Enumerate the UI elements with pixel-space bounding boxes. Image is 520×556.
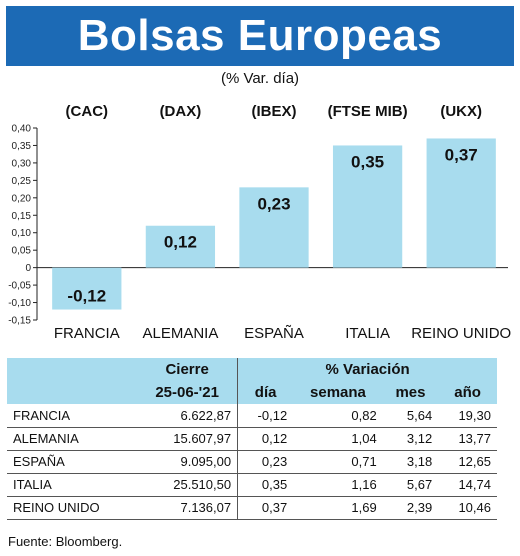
- value-label: -0,12: [67, 287, 106, 306]
- row-ano: 13,77: [438, 427, 497, 451]
- chart-title: Bolsas Europeas: [77, 11, 443, 60]
- table-row: ESPAÑA 9.095,00 0,23 0,71 3,18 12,65: [7, 450, 497, 474]
- data-table: Cierre % Variación 25-06-'21 día semana …: [7, 358, 497, 520]
- row-cierre: 9.095,00: [137, 450, 238, 474]
- y-tick-label: 0,15: [12, 211, 32, 222]
- y-tick-label: 0,05: [12, 246, 32, 257]
- row-dia: 0,37: [237, 496, 294, 520]
- row-dia: 0,35: [237, 473, 294, 497]
- category-label: ALEMANIA: [142, 325, 218, 342]
- index-code-label: (DAX): [160, 103, 202, 120]
- row-mes: 3,18: [382, 450, 439, 474]
- y-tick-label: 0: [25, 263, 31, 274]
- y-tick-label: 0,10: [12, 228, 32, 239]
- y-tick-label: -0,15: [8, 316, 31, 327]
- header-blank: [7, 358, 138, 381]
- header-cierre: Cierre: [137, 358, 238, 381]
- bar-1: [52, 267, 122, 310]
- row-dia: 0,23: [237, 450, 294, 474]
- header-blank-2: [7, 381, 138, 404]
- value-label: 0,23: [257, 194, 290, 213]
- row-country: FRANCIA: [7, 404, 138, 428]
- row-ano: 14,74: [438, 473, 497, 497]
- table-header-row-2: 25-06-'21 día semana mes año: [7, 381, 497, 404]
- row-semana: 0,71: [293, 450, 383, 474]
- table-header-row-1: Cierre % Variación: [7, 358, 497, 381]
- header-mes: mes: [382, 381, 439, 404]
- index-code-labels: (CAC) (DAX) (IBEX) (FTSE MIB) (UKX): [66, 103, 482, 120]
- row-country: REINO UNIDO: [7, 496, 138, 520]
- table-row: ALEMANIA 15.607,97 0,12 1,04 3,12 13,77: [7, 427, 497, 451]
- row-semana: 1,04: [293, 427, 383, 451]
- row-cierre: 15.607,97: [137, 427, 238, 451]
- y-tick-label: 0,25: [12, 176, 32, 187]
- header-variacion: % Variación: [237, 358, 497, 381]
- row-mes: 5,64: [382, 404, 439, 428]
- category-label: FRANCIA: [54, 325, 120, 342]
- value-label: 0,12: [164, 233, 197, 252]
- bars: [52, 138, 496, 310]
- table-row: ITALIA 25.510,50 0,35 1,16 5,67 14,74: [7, 473, 497, 497]
- row-mes: 2,39: [382, 496, 439, 520]
- table-row: REINO UNIDO 7.136,07 0,37 1,69 2,39 10,46: [7, 496, 497, 520]
- index-code-label: (IBEX): [252, 103, 297, 120]
- header-dia: día: [237, 381, 294, 404]
- row-country: ALEMANIA: [7, 427, 138, 451]
- index-code-label: (FTSE MIB): [328, 103, 408, 120]
- y-axis: -0,15 -0,10 -0,05 0 0,05 0,10 0,15 0,20 0,25 0,30…: [8, 124, 508, 327]
- category-label: REINO UNIDO: [411, 325, 511, 342]
- row-ano: 19,30: [438, 404, 497, 428]
- chart-subtitle: (% Var. día): [220, 70, 300, 87]
- y-tick-label: -0,05: [8, 281, 31, 292]
- row-dia: -0,12: [237, 404, 294, 428]
- row-semana: 1,69: [293, 496, 383, 520]
- category-labels: FRANCIA ALEMANIA ESPAÑA ITALIA REINO UNIDO: [54, 325, 511, 342]
- title-bar: Bolsas Europeas: [6, 6, 514, 66]
- row-dia: 0,12: [237, 427, 294, 451]
- row-cierre: 7.136,07: [137, 496, 238, 520]
- y-tick-label: 0,30: [12, 158, 32, 169]
- table-row: FRANCIA 6.622,87 -0,12 0,82 5,64 19,30: [7, 404, 497, 428]
- category-label: ESPAÑA: [244, 325, 304, 342]
- row-mes: 5,67: [382, 473, 439, 497]
- row-ano: 10,46: [438, 496, 497, 520]
- row-country: ESPAÑA: [7, 450, 138, 474]
- category-label: ITALIA: [345, 325, 390, 342]
- row-country: ITALIA: [7, 473, 138, 497]
- header-ano: año: [438, 381, 497, 404]
- row-semana: 0,82: [293, 404, 383, 428]
- y-tick-label: 0,35: [12, 141, 32, 152]
- value-label: 0,35: [351, 152, 384, 171]
- bar-4: [332, 145, 403, 268]
- row-cierre: 25.510,50: [137, 473, 238, 497]
- value-label: 0,37: [445, 145, 478, 164]
- bar-2: [145, 225, 216, 268]
- row-semana: 1,16: [293, 473, 383, 497]
- bar-3: [239, 187, 309, 268]
- row-ano: 12,65: [438, 450, 497, 474]
- bar-5: [426, 138, 496, 268]
- y-tick-label: 0,20: [12, 193, 32, 204]
- value-labels: -0,12 0,12 0,23 0,35 0,37: [67, 145, 477, 305]
- bar-chart: -0,15 -0,10 -0,05 0 0,05 0,10 0,15 0,20 0,25 0,30…: [8, 103, 511, 342]
- index-code-label: (UKX): [440, 103, 482, 120]
- y-tick-label: -0,10: [8, 298, 31, 309]
- row-cierre: 6.622,87: [137, 404, 238, 428]
- header-date: 25-06-'21: [137, 381, 238, 404]
- row-mes: 3,12: [382, 427, 439, 451]
- source-note: Fuente: Bloomberg.: [8, 534, 123, 549]
- y-tick-label: 0,40: [12, 124, 32, 135]
- index-code-label: (CAC): [66, 103, 109, 120]
- header-semana: semana: [293, 381, 383, 404]
